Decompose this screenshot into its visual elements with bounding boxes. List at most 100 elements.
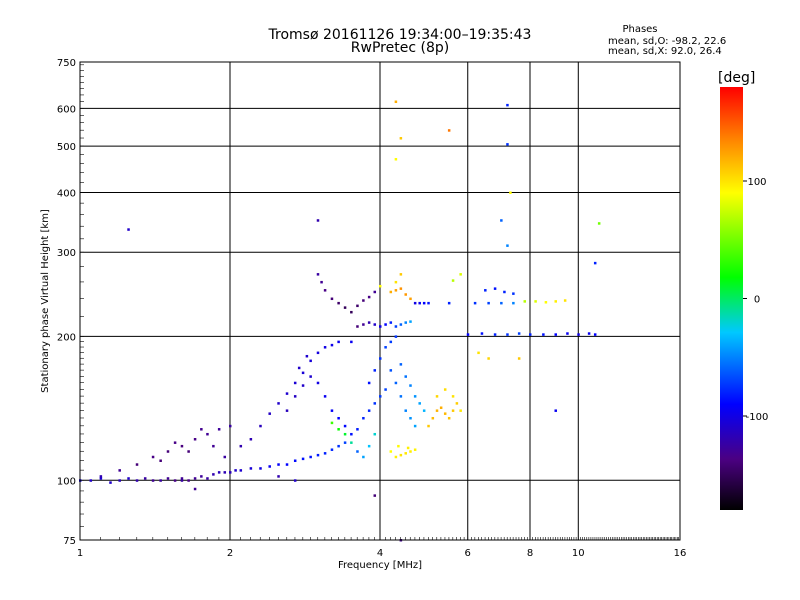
data-point bbox=[487, 301, 490, 305]
data-point bbox=[212, 473, 215, 476]
data-point bbox=[89, 479, 93, 482]
y-tick-label: 200 bbox=[57, 332, 76, 343]
data-point bbox=[523, 300, 527, 303]
x-tick-label: 10 bbox=[572, 548, 585, 559]
data-point bbox=[309, 455, 312, 459]
data-point bbox=[229, 471, 232, 474]
grid bbox=[80, 62, 680, 540]
data-point bbox=[367, 444, 371, 448]
data-point bbox=[330, 421, 334, 425]
data-point bbox=[413, 301, 417, 305]
y-tick-label: 75 bbox=[63, 536, 76, 547]
data-point bbox=[431, 416, 435, 420]
colorbar-unit-label: [deg] bbox=[718, 70, 756, 86]
data-point bbox=[356, 304, 359, 308]
data-point bbox=[427, 424, 430, 428]
data-point bbox=[466, 333, 470, 336]
data-point bbox=[259, 467, 262, 470]
data-point bbox=[394, 289, 398, 292]
data-point bbox=[350, 340, 353, 344]
x-tick-label: 4 bbox=[377, 548, 383, 559]
data-point bbox=[135, 463, 139, 466]
data-point bbox=[422, 409, 426, 412]
data-point bbox=[443, 388, 447, 391]
data-point bbox=[422, 301, 426, 305]
data-point bbox=[187, 450, 190, 453]
data-point bbox=[566, 332, 569, 335]
data-point bbox=[285, 463, 289, 466]
data-point bbox=[180, 477, 184, 480]
data-point bbox=[173, 479, 177, 482]
data-point bbox=[301, 371, 305, 375]
data-point bbox=[343, 441, 347, 444]
data-point bbox=[151, 479, 155, 482]
data-point bbox=[337, 416, 340, 420]
data-point bbox=[330, 409, 334, 412]
data-point bbox=[506, 244, 509, 247]
data-point bbox=[451, 395, 455, 398]
data-point bbox=[480, 332, 484, 335]
data-point bbox=[285, 409, 289, 412]
colorbar-ticks: 100 0 -100 bbox=[743, 177, 768, 423]
data-point bbox=[389, 321, 393, 324]
data-point bbox=[293, 381, 297, 385]
data-point bbox=[268, 465, 271, 468]
data-point bbox=[506, 333, 509, 336]
data-point bbox=[399, 287, 403, 290]
y-tick-label: 400 bbox=[57, 188, 76, 199]
colorbar-tick-label: -100 bbox=[746, 412, 769, 423]
data-point bbox=[173, 441, 177, 444]
y-axis-label: Stationary phase Virtual Height [km] bbox=[40, 209, 51, 393]
data-point bbox=[587, 332, 591, 335]
data-point bbox=[193, 477, 197, 480]
data-point bbox=[506, 143, 509, 146]
data-point bbox=[554, 300, 557, 303]
data-point bbox=[399, 453, 403, 457]
data-point bbox=[277, 463, 280, 466]
data-point bbox=[337, 340, 340, 344]
data-point bbox=[127, 477, 130, 480]
data-point bbox=[451, 409, 455, 412]
x-tick-label: 6 bbox=[465, 548, 471, 559]
data-point bbox=[337, 444, 340, 448]
data-point bbox=[500, 219, 503, 222]
data-point bbox=[320, 280, 323, 284]
data-point bbox=[443, 412, 447, 415]
data-point bbox=[384, 388, 387, 391]
data-point bbox=[409, 384, 412, 387]
data-point bbox=[544, 301, 548, 304]
data-point bbox=[409, 416, 412, 420]
data-point bbox=[337, 301, 340, 305]
data-point bbox=[367, 409, 371, 412]
data-point bbox=[597, 222, 601, 225]
data-point bbox=[577, 333, 580, 336]
data-point bbox=[394, 381, 398, 385]
data-point bbox=[373, 494, 377, 497]
data-point bbox=[301, 457, 305, 461]
data-point bbox=[379, 357, 382, 360]
axis-ticks: 1 2 4 6 8 10 16 75 100 200 300 400 500 600 750 bbox=[57, 58, 686, 559]
phase-summary-x: mean, sd,X: 92.0, 26.4 bbox=[608, 46, 722, 57]
data-point bbox=[404, 409, 407, 412]
colorbar-tick-label: 100 bbox=[747, 177, 766, 188]
data-point bbox=[379, 284, 382, 288]
data-point bbox=[223, 455, 227, 459]
data-point bbox=[217, 471, 221, 474]
data-point bbox=[394, 100, 398, 104]
data-point bbox=[379, 395, 382, 398]
data-point bbox=[309, 359, 312, 363]
data-point bbox=[554, 409, 557, 412]
data-point bbox=[343, 306, 347, 309]
data-point bbox=[330, 343, 334, 347]
data-point bbox=[356, 428, 359, 431]
data-point bbox=[367, 321, 371, 324]
data-point bbox=[373, 402, 377, 405]
data-point bbox=[509, 191, 512, 194]
data-point bbox=[389, 369, 393, 372]
data-point bbox=[293, 395, 297, 398]
data-point bbox=[404, 321, 407, 324]
data-point bbox=[439, 406, 443, 409]
data-point bbox=[389, 340, 393, 344]
data-point bbox=[305, 354, 309, 358]
